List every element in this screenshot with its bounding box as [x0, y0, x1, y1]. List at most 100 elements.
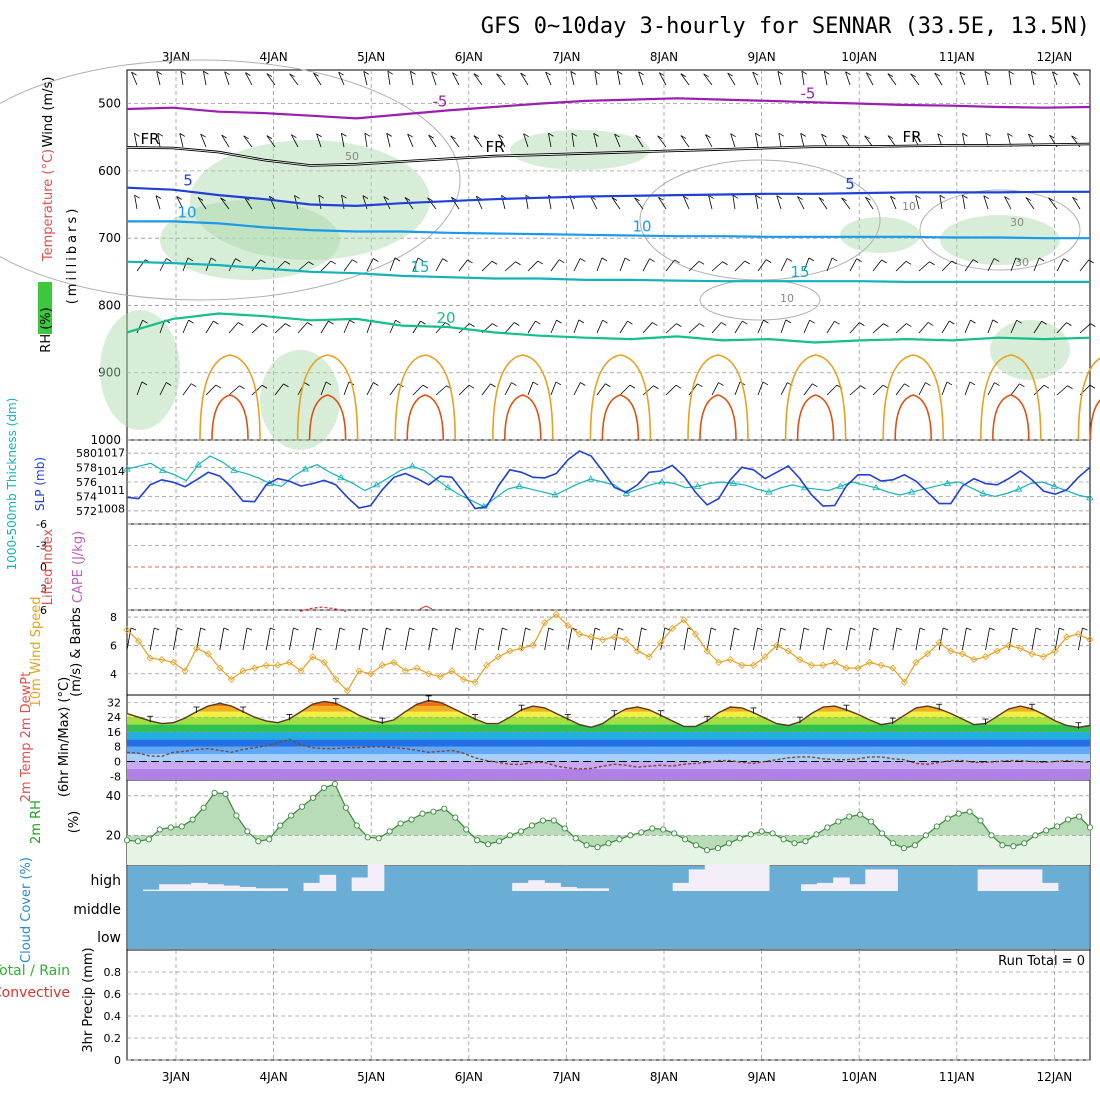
upper-wind-barb-flag: [657, 135, 663, 140]
upper-wind-barb-flag: [473, 135, 480, 139]
upper-wind-barb-flag: [1067, 385, 1073, 390]
upper-wind-barb-flag: [635, 134, 641, 139]
thickness-marker: [693, 482, 702, 489]
pressure-tick: 500: [98, 97, 121, 111]
rh-marker: [769, 830, 776, 837]
upper-wind-barb-flag: [1089, 384, 1096, 389]
upper-wind-barb-flag: [410, 70, 416, 75]
high-cloud-bar: [881, 869, 898, 891]
upper-wind-barb-flag: [818, 197, 825, 201]
upper-wind-barb-flag: [559, 259, 565, 264]
rh-marker: [911, 842, 918, 849]
upper-wind-barb-flag: [261, 384, 268, 389]
date-label-top: 9JAN: [748, 50, 776, 64]
surface-wind-barb-flag: [200, 627, 206, 631]
upper-wind-barb: [550, 259, 560, 272]
high-cloud-bar: [993, 869, 1011, 891]
upper-wind-barb: [849, 385, 861, 396]
upper-wind-barb-flag: [176, 196, 182, 200]
rh-shade-region: [190, 140, 430, 260]
upper-wind-barb-flag: [915, 195, 921, 199]
upper-wind-barb: [297, 261, 309, 272]
upper-wind-barb-flag: [578, 319, 585, 324]
rh2m-axis-label: 2m RH: [29, 800, 44, 844]
rh-marker: [747, 831, 754, 838]
surface-wind-barb-flag: [339, 627, 345, 631]
upper-wind-barb-flag: [166, 258, 172, 262]
rh-marker: [857, 811, 864, 818]
upper-wind-barb: [1052, 71, 1058, 86]
high-cloud-bar: [1041, 882, 1059, 891]
date-label-top: 11JAN: [939, 50, 975, 64]
wind-speed-marker: [262, 661, 270, 669]
wind-axis-label: Wind (m/s): [41, 77, 56, 148]
upper-wind-barb-flag: [235, 258, 241, 262]
wind-speed-marker: [784, 647, 792, 655]
upper-wind-barb-flag: [652, 322, 658, 326]
upper-wind-barb-flag: [291, 134, 297, 139]
surface-wind-barb-flag: [154, 627, 160, 631]
upper-wind-barb: [1072, 72, 1081, 86]
upper-wind-barb-flag: [680, 135, 687, 139]
rh-tick: 20: [106, 828, 121, 842]
temp-tick: 8: [114, 741, 121, 754]
temperature-color-band: [127, 739, 1090, 747]
upper-wind-barb: [571, 133, 575, 148]
pressure-tick: 600: [98, 164, 121, 178]
thickness-marker: [872, 483, 880, 491]
surface-wind-barb-flag: [896, 627, 902, 631]
upper-wind-barb-flag: [318, 194, 325, 199]
wind-speed-marker: [332, 675, 340, 683]
surface-wind-barb: [985, 627, 990, 651]
upper-wind-barb: [431, 71, 437, 86]
upper-wind-barb: [451, 197, 460, 210]
upper-wind-barb: [366, 258, 374, 272]
upper-wind-barb-flag: [386, 133, 392, 137]
upper-wind-barb: [780, 319, 787, 334]
upper-wind-barb-flag: [200, 133, 206, 138]
thickness-marker: [907, 488, 916, 495]
wind-speed-marker: [448, 667, 456, 675]
rh-marker: [1054, 823, 1061, 830]
upper-wind-barb: [427, 197, 437, 210]
upper-wind-barb-flag: [732, 194, 739, 199]
upper-wind-barb: [1056, 385, 1068, 396]
rh-contour-line: [639, 159, 881, 281]
pressure-tick: 700: [98, 231, 121, 245]
upper-wind-barb: [708, 195, 713, 210]
panel-frame-wind: [126, 609, 1091, 696]
upper-wind-barb-flag: [431, 71, 437, 76]
upper-wind-barb: [959, 71, 966, 86]
upper-wind-barb: [1025, 197, 1035, 210]
upper-wind-barb: [680, 135, 690, 148]
upper-wind-barb-flag: [239, 385, 245, 390]
surface-wind-barb-flag: [641, 627, 647, 631]
upper-wind-barb: [268, 196, 276, 210]
wind-speed-marker: [251, 664, 259, 672]
rh-contour-label: 50: [345, 150, 359, 163]
upper-wind-barb: [688, 260, 700, 272]
high-cloud-bar: [560, 886, 577, 891]
upper-wind-barb: [527, 260, 539, 272]
upper-wind-barb-flag: [407, 133, 413, 138]
upper-wind-barb-flag: [883, 323, 889, 327]
temperature-contour-30: [308, 394, 347, 441]
upper-wind-barb-flag: [262, 323, 268, 327]
upper-wind-barb-flag: [801, 70, 808, 75]
temperature-contour-freezing-inner: [126, 143, 1091, 166]
upper-wind-barb-flag: [363, 71, 369, 75]
upper-wind-barb-flag: [676, 323, 682, 327]
thickness-marker: [836, 482, 845, 489]
rh-marker: [572, 835, 579, 842]
upper-wind-barb-flag: [266, 135, 273, 139]
upper-wind-barb: [658, 196, 667, 210]
upper-wind-barb-flag: [187, 257, 194, 262]
temperature-color-band: [127, 711, 1090, 718]
temperature-contour-25: [394, 354, 456, 441]
upper-wind-barb-flag: [243, 135, 249, 140]
upper-wind-barb: [616, 71, 621, 86]
upper-wind-barb-flag: [1008, 70, 1015, 75]
upper-wind-barb: [224, 71, 230, 86]
rh-marker: [397, 820, 404, 827]
surface-wind-barb-flag: [409, 627, 415, 631]
